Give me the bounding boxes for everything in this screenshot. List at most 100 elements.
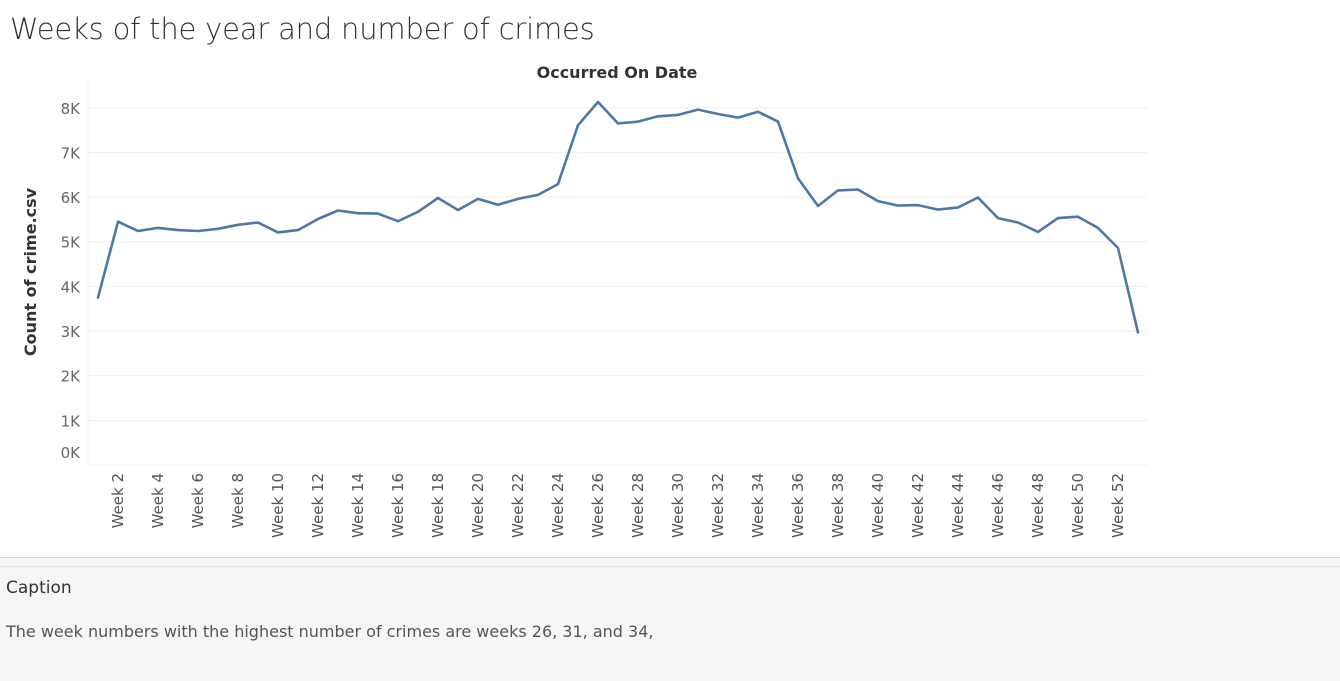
x-axis-title: Occurred On Date xyxy=(537,63,698,82)
data-point[interactable] xyxy=(875,198,881,204)
y-axis-ticks: 0K 1K 2K 3K 4K 5K 6K 7K 8K xyxy=(61,100,82,462)
x-axis-ticks: Week 2 Week 4 Week 6 Week 8 Week 10 Week 12 We… xyxy=(109,473,1127,538)
data-point[interactable] xyxy=(975,195,981,201)
series-line xyxy=(96,100,1140,334)
y-tick-label: 3K xyxy=(61,323,82,341)
x-tick-label: Week 24 xyxy=(549,473,567,538)
data-point[interactable] xyxy=(355,210,361,216)
data-point[interactable] xyxy=(435,195,441,201)
data-point[interactable] xyxy=(415,209,421,215)
caption-title: Caption xyxy=(6,578,72,598)
data-point[interactable] xyxy=(295,227,301,233)
data-point[interactable] xyxy=(675,112,681,118)
data-point[interactable] xyxy=(475,196,481,202)
data-point[interactable] xyxy=(955,204,961,210)
x-tick-label: Week 20 xyxy=(469,473,487,538)
data-point[interactable] xyxy=(755,109,761,115)
data-point[interactable] xyxy=(1055,215,1061,221)
data-point[interactable] xyxy=(115,219,121,225)
data-point[interactable] xyxy=(455,207,461,213)
data-point[interactable] xyxy=(695,107,701,113)
y-tick-label: 6K xyxy=(61,189,82,207)
data-point[interactable] xyxy=(635,119,641,125)
data-point[interactable] xyxy=(1075,214,1081,220)
x-tick-label: Week 52 xyxy=(1109,473,1127,538)
x-tick-label: Week 26 xyxy=(589,473,607,538)
data-point[interactable] xyxy=(515,196,521,202)
data-point[interactable] xyxy=(1135,329,1141,335)
data-point[interactable] xyxy=(1035,229,1041,235)
x-tick-label: Week 32 xyxy=(709,473,727,538)
data-point[interactable] xyxy=(615,120,621,126)
data-point[interactable] xyxy=(1015,220,1021,226)
data-point[interactable] xyxy=(275,229,281,235)
caption-panel: Caption The week numbers with the highes… xyxy=(0,557,1340,681)
data-point[interactable] xyxy=(735,115,741,121)
page-title: Weeks of the year and number of crimes xyxy=(10,12,595,46)
y-axis-title: Count of crime.csv xyxy=(21,187,40,356)
x-tick-label: Week 10 xyxy=(269,473,287,538)
data-point[interactable] xyxy=(815,203,821,209)
x-tick-label: Week 42 xyxy=(909,473,927,538)
x-tick-label: Week 44 xyxy=(949,473,967,538)
data-point[interactable] xyxy=(335,208,341,214)
x-tick-label: Week 6 xyxy=(189,473,207,528)
data-point[interactable] xyxy=(935,207,941,213)
x-tick-label: Week 14 xyxy=(349,473,367,538)
data-point[interactable] xyxy=(595,99,601,105)
x-tick-label: Week 48 xyxy=(1029,473,1047,538)
data-point[interactable] xyxy=(715,111,721,117)
data-point[interactable] xyxy=(375,211,381,217)
line-chart: Occurred On Date Count of crime.csv 0K 1K… xyxy=(21,63,1147,538)
x-tick-label: Week 46 xyxy=(989,473,1007,538)
data-point[interactable] xyxy=(855,187,861,193)
x-tick-label: Week 36 xyxy=(789,473,807,538)
x-tick-label: Week 38 xyxy=(829,473,847,538)
caption-divider xyxy=(0,566,1340,567)
data-point[interactable] xyxy=(315,216,321,222)
data-point[interactable] xyxy=(775,119,781,125)
data-point[interactable] xyxy=(155,225,161,231)
grid-lines xyxy=(87,81,1147,466)
x-tick-label: Week 18 xyxy=(429,473,447,538)
data-point[interactable] xyxy=(135,228,141,234)
data-point[interactable] xyxy=(915,202,921,208)
y-tick-label: 5K xyxy=(61,234,82,252)
data-point[interactable] xyxy=(795,175,801,181)
x-tick-label: Week 4 xyxy=(149,473,167,528)
data-point[interactable] xyxy=(895,203,901,209)
data-point[interactable] xyxy=(1115,245,1121,251)
data-point[interactable] xyxy=(495,202,501,208)
data-series xyxy=(95,99,1141,335)
caption-text: The week numbers with the highest number… xyxy=(6,622,654,641)
y-tick-label: 4K xyxy=(61,278,82,296)
data-point[interactable] xyxy=(215,226,221,232)
data-point[interactable] xyxy=(235,222,241,228)
data-point[interactable] xyxy=(1095,225,1101,231)
data-point[interactable] xyxy=(835,187,841,193)
data-point[interactable] xyxy=(995,215,1001,221)
y-tick-label: 2K xyxy=(61,368,82,386)
x-tick-label: Week 50 xyxy=(1069,473,1087,538)
x-tick-label: Week 28 xyxy=(629,473,647,538)
x-tick-label: Week 12 xyxy=(309,473,327,538)
y-tick-label: 1K xyxy=(61,412,82,430)
data-point[interactable] xyxy=(255,220,261,226)
x-tick-label: Week 16 xyxy=(389,473,407,538)
x-tick-label: Week 34 xyxy=(749,473,767,538)
data-point[interactable] xyxy=(395,218,401,224)
y-tick-label: 0K xyxy=(61,444,82,462)
x-tick-label: Week 22 xyxy=(509,473,527,538)
x-tick-label: Week 30 xyxy=(669,473,687,538)
data-point[interactable] xyxy=(655,113,661,119)
data-point[interactable] xyxy=(535,192,541,198)
data-point[interactable] xyxy=(575,122,581,128)
data-point[interactable] xyxy=(175,227,181,233)
data-point[interactable] xyxy=(195,228,201,234)
data-point[interactable] xyxy=(95,295,101,301)
y-tick-label: 7K xyxy=(61,144,82,162)
x-tick-label: Week 2 xyxy=(109,473,127,528)
x-tick-label: Week 40 xyxy=(869,473,887,538)
data-point[interactable] xyxy=(555,181,561,187)
